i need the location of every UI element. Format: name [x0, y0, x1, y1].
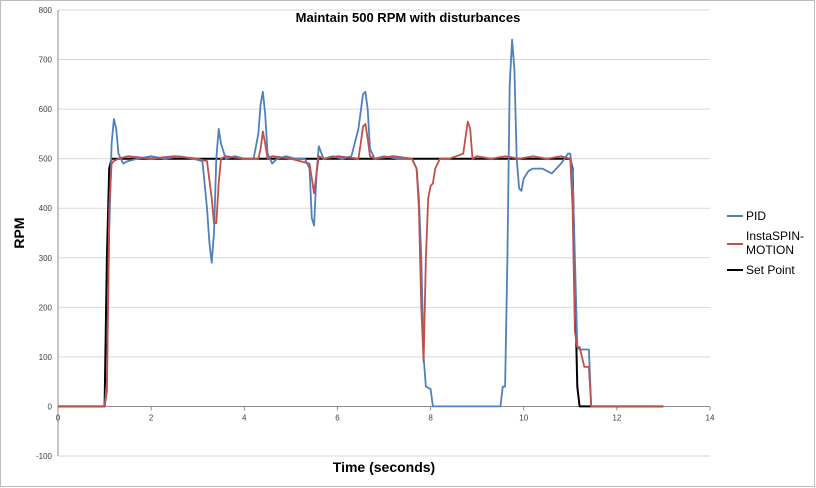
y-tick-label: 600: [39, 105, 53, 114]
y-tick-label: 300: [39, 254, 53, 263]
chart-title: Maintain 500 RPM with disturbances: [296, 10, 521, 25]
legend: PID InstaSPIN- MOTION Set Point: [727, 209, 807, 277]
y-tick-label: 400: [39, 204, 53, 213]
x-tick-label: 10: [519, 413, 528, 422]
y-tick-label: 0: [48, 402, 53, 411]
y-tick-label: 500: [39, 155, 53, 164]
x-tick-label: 2: [149, 413, 154, 422]
x-tick-label: 4: [242, 413, 247, 422]
y-tick-label: 200: [39, 303, 53, 312]
x-tick-label: 8: [428, 413, 433, 422]
series-line-pid: [58, 38, 664, 408]
y-axis-title: RPM: [11, 217, 27, 248]
x-axis-title: Time (seconds): [333, 459, 435, 475]
series-lines: [58, 38, 664, 408]
y-tick-label: 700: [39, 56, 53, 65]
tick-labels: -100 0 100 200 300 400 500 600 700 800 0 2 4 6 8 10 12 14: [36, 6, 715, 461]
series-line-instaspin-motion: [58, 120, 664, 408]
legend-label-pid: PID: [746, 209, 766, 223]
legend-label-instaspin: InstaSPIN- MOTION: [746, 229, 807, 257]
legend-label-instaspin-line1: InstaSPIN-: [746, 229, 804, 243]
y-tick-label: 800: [39, 6, 53, 15]
x-tick-label: 0: [56, 413, 61, 422]
x-tick-label: 12: [612, 413, 621, 422]
gridlines: [58, 9, 710, 457]
y-tick-label: -100: [36, 452, 53, 461]
y-tick-label: 100: [39, 353, 53, 362]
x-tick-label: 6: [335, 413, 340, 422]
legend-label-instaspin-line2: MOTION: [746, 243, 794, 257]
x-tick-label: 14: [706, 413, 715, 422]
legend-label-setpoint: Set Point: [746, 263, 795, 277]
axes: [57, 10, 711, 456]
